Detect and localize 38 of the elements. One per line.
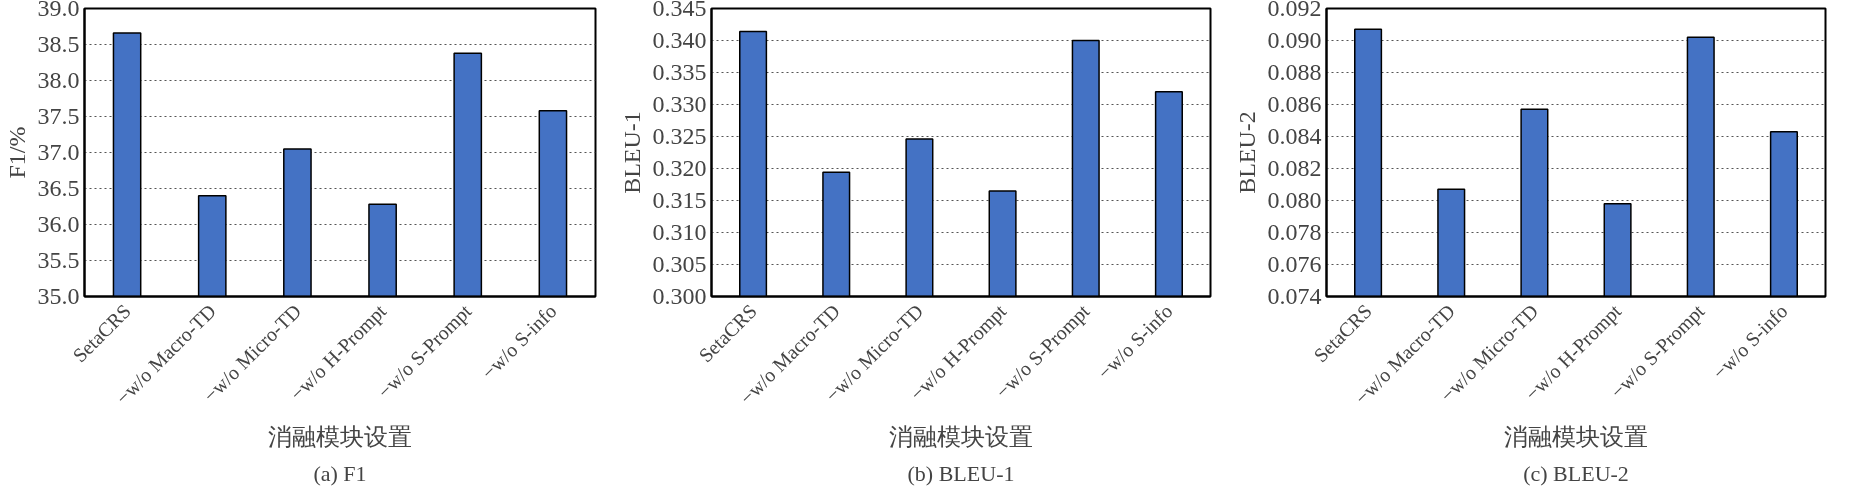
y-tick-label: 39.0 (37, 0, 80, 21)
y-tick-label: 0.340 (652, 27, 707, 53)
y-tick-label: 0.315 (652, 187, 707, 213)
y-tick-label: 35.0 (37, 283, 80, 309)
x-axis-title: 消融模块设置 (1504, 424, 1648, 451)
y-tick-label: 36.5 (37, 175, 80, 201)
y-tick-label: 0.082 (1267, 155, 1322, 181)
x-axis-title: 消融模块设置 (268, 424, 412, 451)
y-tick-label: 0.076 (1267, 251, 1322, 277)
y-tick-label: 0.086 (1267, 91, 1322, 117)
y-tick-label: 38.0 (37, 67, 80, 93)
y-tick-label: 0.330 (652, 91, 707, 117)
y-tick-label: 0.320 (652, 155, 707, 181)
y-tick-label: 0.074 (1267, 283, 1322, 309)
y-tick-label: 37.0 (37, 139, 80, 165)
y-tick-label: 0.335 (652, 59, 707, 85)
y-tick-label: 0.345 (652, 0, 707, 21)
y-tick-label: 0.300 (652, 283, 707, 309)
y-tick-label: 0.078 (1267, 219, 1322, 245)
y-tick-label: 0.325 (652, 123, 707, 149)
y-tick-label: 35.5 (37, 247, 80, 273)
y-tick-label: 37.5 (37, 103, 80, 129)
y-tick-label: 0.088 (1267, 59, 1322, 85)
y-axis-title: F1/% (3, 126, 30, 179)
y-tick-label: 36.0 (37, 211, 80, 237)
text: (a) F1 (313, 460, 367, 486)
text: (c) BLEU-2 (1523, 460, 1629, 486)
y-tick-label: 0.080 (1267, 187, 1322, 213)
y-tick-label: 0.305 (652, 251, 707, 277)
y-tick-label: 0.090 (1267, 27, 1322, 53)
text: (b) BLEU-1 (907, 460, 1015, 486)
y-tick-label: 38.5 (37, 31, 80, 57)
y-axis-title: BLEU-2 (1233, 111, 1260, 194)
y-tick-label: 0.310 (652, 219, 707, 245)
y-tick-label: 0.092 (1267, 0, 1322, 21)
y-tick-label: 0.084 (1267, 123, 1322, 149)
x-axis-title: 消融模块设置 (889, 424, 1033, 451)
y-axis-title: BLEU-1 (618, 111, 645, 194)
